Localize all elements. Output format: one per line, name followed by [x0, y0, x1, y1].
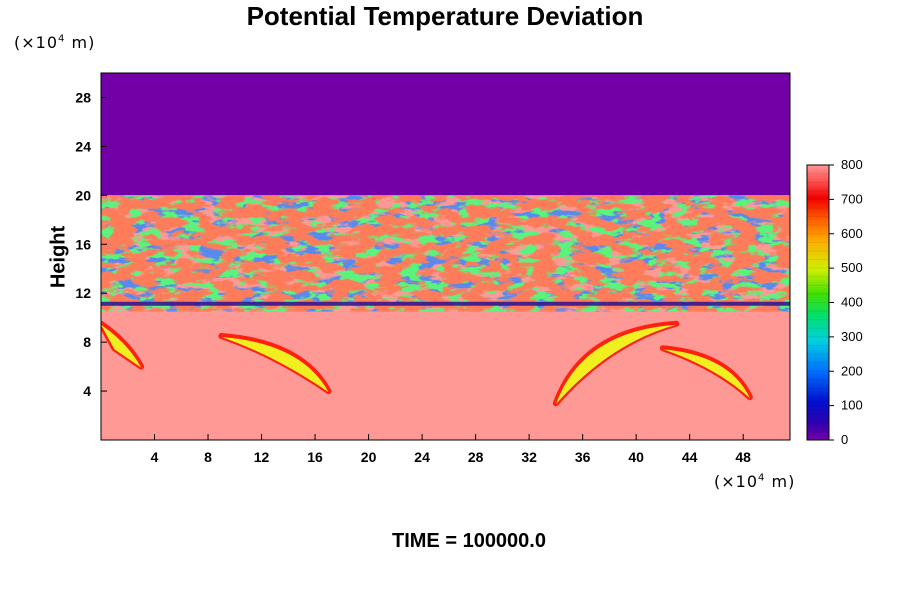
x-tick-label: 44	[682, 449, 698, 465]
x-tick-label: 4	[151, 449, 159, 465]
colorbar-label: 800	[841, 157, 863, 172]
plume-core-3	[662, 349, 750, 399]
x-tick-label: 24	[414, 449, 430, 465]
x-tick-label: 28	[468, 449, 484, 465]
x-unit-label: (×104 m)	[714, 472, 796, 491]
x-tick-label: 32	[521, 449, 537, 465]
region-purple	[101, 73, 790, 196]
x-tick-label: 48	[735, 449, 751, 465]
x-tick-label: 16	[307, 449, 323, 465]
y-tick-label: 28	[75, 89, 91, 105]
y-tick-label: 8	[83, 334, 91, 350]
x-tick-label: 12	[254, 449, 270, 465]
chart-title: Potential Temperature Deviation	[246, 1, 644, 31]
x-tick-label: 8	[204, 449, 212, 465]
y-tick-label: 4	[83, 383, 91, 399]
colorbar-label: 600	[841, 226, 863, 241]
plume-core-2	[555, 324, 677, 405]
y-tick-label: 20	[75, 187, 91, 203]
turbulent-band-red	[101, 195, 790, 312]
colorbar-label: 100	[841, 398, 863, 413]
plot-frame	[100, 72, 791, 441]
x-tick-label: 36	[575, 449, 591, 465]
colorbar-label: 500	[841, 260, 863, 275]
colorbar-label: 400	[841, 295, 863, 310]
y-tick-label: 24	[75, 138, 91, 154]
y-tick-label: 12	[75, 285, 91, 301]
time-label: TIME = 100000.0	[392, 530, 546, 552]
plume-core-0	[101, 324, 142, 368]
y-unit-label: (×104 m)	[14, 33, 96, 52]
colorbar-label: 0	[841, 432, 848, 447]
colorbar-label: 200	[841, 363, 863, 378]
x-tick-label: 20	[361, 449, 377, 465]
interface-layer	[101, 301, 790, 306]
x-tick-label: 40	[628, 449, 644, 465]
colorbar-label: 300	[841, 329, 863, 344]
y-tick-label: 16	[75, 236, 91, 252]
contour-field	[101, 73, 790, 440]
plume-core-1	[221, 337, 329, 393]
colorbar: 0 100 200 300 400 500 600 700 800	[806, 157, 863, 447]
colorbar-label: 700	[841, 191, 863, 206]
